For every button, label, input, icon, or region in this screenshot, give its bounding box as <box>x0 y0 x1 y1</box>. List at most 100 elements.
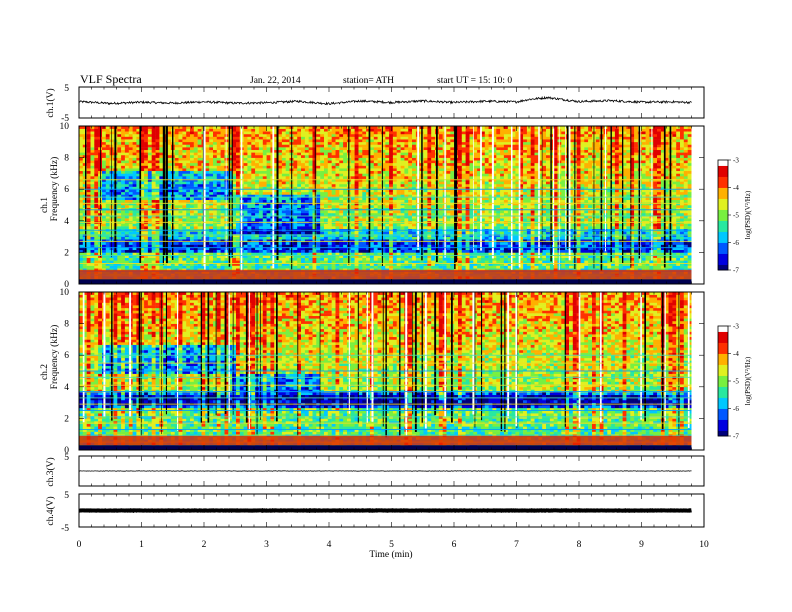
spectrogram-cell <box>98 170 103 174</box>
spectrogram-cell <box>117 218 122 222</box>
spectrogram-cell <box>205 191 210 195</box>
spectrogram-cell <box>151 268 156 272</box>
spectrogram-cell <box>193 147 198 151</box>
spectrogram-cell <box>266 183 271 187</box>
spectrogram-cell <box>385 131 390 135</box>
spectrogram-cell <box>193 207 198 211</box>
spectrogram-cell <box>324 268 329 272</box>
spectrogram-cell <box>301 226 306 230</box>
spectrogram-cell <box>278 226 283 230</box>
spectrogram-cell <box>324 260 329 264</box>
spectrogram-cell <box>358 147 363 151</box>
spectrogram-cell <box>132 215 137 219</box>
spectrogram-cell <box>151 252 156 256</box>
spectrogram-cell <box>301 236 306 240</box>
spectrogram-cell <box>278 128 283 132</box>
spectrogram-cell <box>366 168 371 172</box>
spectrogram-cell <box>216 131 221 135</box>
spectrogram-cell <box>358 191 363 195</box>
spectrogram-cell <box>251 241 256 245</box>
spectrogram-cell <box>190 231 195 235</box>
spectrogram-cell <box>358 249 363 253</box>
spectrogram-cell <box>385 152 390 156</box>
spectrogram-cell <box>140 210 145 214</box>
spectrogram-cell <box>274 157 279 161</box>
spectrogram-cell <box>193 136 198 140</box>
spectrogram-cell <box>174 247 179 251</box>
spectrogram-cell <box>327 191 332 195</box>
spectrogram-cell <box>136 207 141 211</box>
spectrogram-cell <box>86 244 91 248</box>
spectrogram-cell <box>335 212 340 216</box>
spectrogram-cell <box>128 252 133 256</box>
spectrogram-cell <box>362 136 367 140</box>
spectrogram-cell <box>385 207 390 211</box>
spectrogram-cell <box>320 231 325 235</box>
spectrogram-cell <box>262 252 267 256</box>
spectrogram-cell <box>350 152 355 156</box>
spectrogram-cell <box>186 131 191 135</box>
spectrogram-cell <box>90 236 95 240</box>
spectrogram-cell <box>79 218 84 222</box>
spectrogram-cell <box>385 189 390 193</box>
spectrogram-cell <box>381 147 386 151</box>
spectrogram-cell <box>327 268 332 272</box>
spectrogram-cell <box>301 136 306 140</box>
spectrogram-cell <box>236 268 241 272</box>
spectrogram-cell <box>167 210 172 214</box>
spectrogram-cell <box>293 160 298 164</box>
spectrogram-cell <box>136 128 141 132</box>
spectrogram-cell <box>331 247 336 251</box>
spectrogram-cell <box>281 165 287 169</box>
spectrogram-cell <box>366 170 371 174</box>
spectrogram-cell <box>124 262 130 266</box>
spectrogram-cell <box>193 257 198 261</box>
spectrogram-cell <box>182 244 187 248</box>
spectrogram-cell <box>167 133 172 137</box>
spectrogram-cell <box>224 262 229 266</box>
spectrogram-cell <box>163 260 168 264</box>
spectrogram-cell <box>381 262 386 266</box>
spectrogram-cell <box>82 223 87 227</box>
spectrogram-cell <box>232 247 237 251</box>
spectrogram-cell <box>331 128 336 132</box>
spectrogram-cell <box>159 197 164 201</box>
spectrogram-cell <box>358 241 363 245</box>
spectrogram-cell <box>362 194 367 198</box>
spectrogram-cell <box>151 255 156 258</box>
spectrogram-cell <box>381 241 386 245</box>
spectrogram-cell <box>178 160 183 164</box>
spectrogram-cell <box>377 149 382 153</box>
spectrogram-cell <box>197 236 202 240</box>
spectrogram-cell <box>213 252 218 256</box>
spectrogram-cell <box>102 139 107 143</box>
spectrogram-cell <box>278 194 283 198</box>
spectrogram-cell <box>331 181 336 185</box>
spectrogram-cell <box>128 191 133 195</box>
spectrogram-cell <box>178 257 183 261</box>
spectrogram-cell <box>136 257 141 261</box>
spectrogram-cell <box>335 155 340 158</box>
spectrogram-cell <box>301 244 306 248</box>
spectrogram-cell <box>308 210 313 214</box>
spectrogram-cell <box>362 149 367 153</box>
spectrogram-cell <box>174 255 179 258</box>
spectrogram-cell <box>79 268 84 272</box>
spectrogram-cell <box>258 194 264 198</box>
spectrogram-cell <box>174 226 179 230</box>
spectrogram-cell <box>262 170 267 174</box>
spectrogram-cell <box>255 265 260 269</box>
spectrogram-cell <box>197 205 202 208</box>
spectrogram-cell <box>373 181 378 185</box>
spectrogram-cell <box>297 223 302 227</box>
spectrogram-cell <box>209 126 214 129</box>
spectrogram-cell <box>255 152 260 156</box>
spectrogram-cell <box>86 236 91 240</box>
spectrogram-cell <box>258 205 264 208</box>
spectrogram-cell <box>297 255 302 258</box>
spectrogram-cell <box>381 265 386 269</box>
spectrogram-cell <box>343 136 348 140</box>
spectrogram-cell <box>228 226 233 230</box>
spectrogram-cell <box>316 205 321 208</box>
spectrogram-cell <box>121 189 126 193</box>
